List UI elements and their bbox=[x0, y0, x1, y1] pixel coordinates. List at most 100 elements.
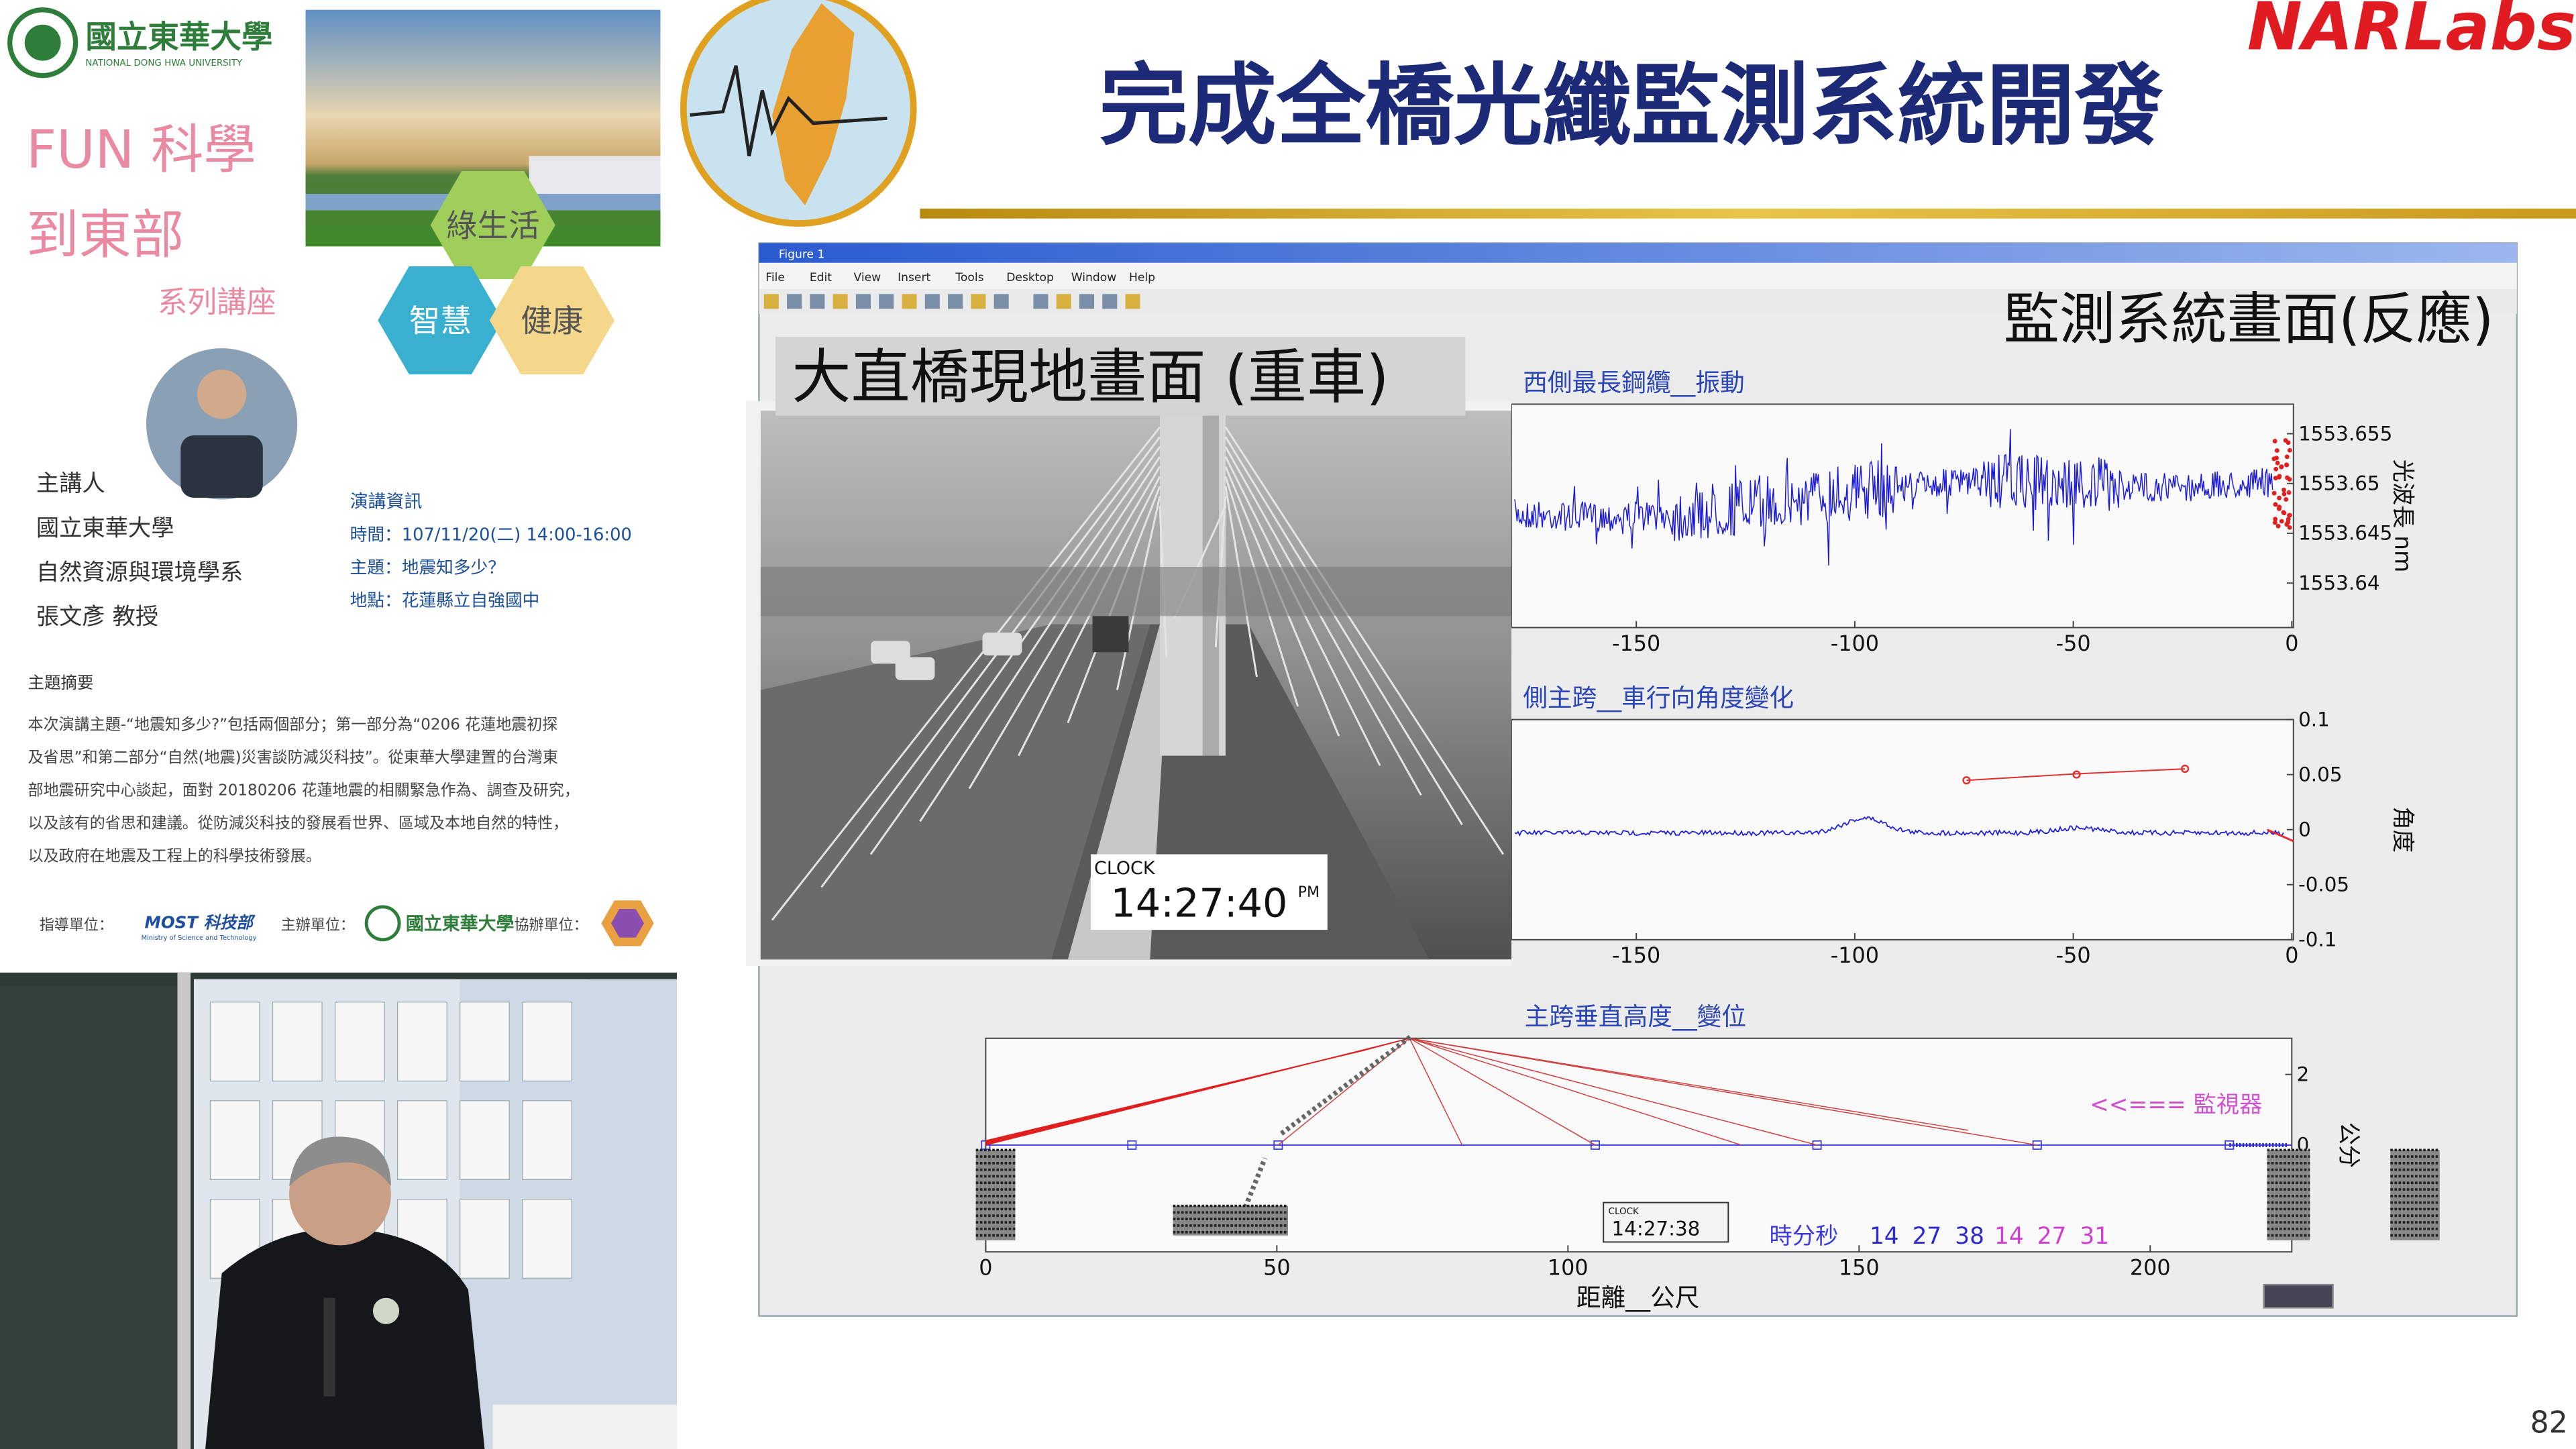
cable bbox=[1409, 1038, 2037, 1146]
deck-node bbox=[2032, 1140, 2042, 1150]
signal-marker bbox=[2273, 466, 2279, 472]
university-logo-inner bbox=[24, 24, 61, 61]
camera-clock-label: CLOCK bbox=[1094, 858, 1156, 879]
cable bbox=[1409, 1038, 1596, 1146]
series-title: FUN 科學 bbox=[26, 119, 256, 180]
y-tick-label: -0.1 bbox=[2298, 928, 2337, 951]
signal-marker bbox=[2272, 520, 2277, 525]
cable bbox=[1409, 1038, 1742, 1146]
plot-title: 側主跨__車行向角度變化 bbox=[1523, 684, 1794, 712]
poster-sheet bbox=[522, 1199, 572, 1279]
toolbar-icon bbox=[879, 294, 894, 309]
university-name-en: NATIONAL DONG HWA UNIVERSITY bbox=[85, 58, 243, 68]
deck-node bbox=[1590, 1140, 1600, 1150]
talk-info-line: 地點：花蓮縣立自強國中 bbox=[350, 591, 540, 611]
toolbar-icon bbox=[855, 294, 871, 309]
series-title: 到東部 bbox=[26, 205, 184, 266]
poster-sheet bbox=[460, 1002, 510, 1082]
stay-cable bbox=[968, 466, 1161, 790]
toolbar-icon bbox=[1079, 294, 1095, 309]
window-title: Figure 1 bbox=[779, 248, 825, 261]
talk-info-line: 主題：地震知多少？ bbox=[350, 558, 505, 578]
stay-cable bbox=[771, 426, 1161, 921]
speaker-line: 張文彥 教授 bbox=[36, 604, 158, 631]
plot-title: 主跨垂直高度__變位 bbox=[1525, 1002, 1746, 1031]
menu-item: Desktop bbox=[1006, 271, 1054, 284]
monitor-label: <<=== 監視器 bbox=[2090, 1091, 2262, 1118]
signal-marker bbox=[2287, 477, 2292, 482]
car bbox=[895, 657, 935, 680]
cable bbox=[1409, 1038, 1817, 1146]
slide-title: 完成全橋光纖監測系統開發 bbox=[1099, 54, 2163, 158]
y-tick-label: 2 bbox=[2297, 1063, 2310, 1085]
signal-marker bbox=[2281, 510, 2286, 515]
signal-marker bbox=[2271, 490, 2277, 496]
sponsor-name-en: Ministry of Science and Technology bbox=[142, 934, 257, 942]
caption-box bbox=[775, 337, 1466, 416]
x-tick-label: -100 bbox=[1831, 943, 1879, 968]
speaker-label: 主講人 bbox=[36, 470, 105, 497]
x-tick-label: -150 bbox=[1612, 631, 1660, 656]
poster-sheet bbox=[397, 1100, 447, 1180]
figure-button bbox=[2263, 1283, 2334, 1309]
abstract-line: 部地震研究中心談起，面對 20180206 花蓮地震的相關緊急作為、調查及研究， bbox=[28, 782, 580, 799]
clock-box bbox=[1091, 854, 1328, 930]
camera-clock-suffix: PM bbox=[1298, 884, 1320, 901]
signal-marker bbox=[2284, 497, 2289, 502]
signal-marker bbox=[1962, 776, 1971, 785]
signal-marker bbox=[2273, 476, 2278, 481]
x-axis-label: 距離__公尺 bbox=[1576, 1283, 1700, 1312]
speaker-portrait-body bbox=[180, 435, 263, 498]
time-label: 時分秒 bbox=[1770, 1223, 1839, 1250]
menu-item: Help bbox=[1129, 271, 1155, 284]
x-tick-label: 50 bbox=[1263, 1254, 1291, 1280]
speaker-portrait-head bbox=[197, 370, 247, 419]
menu-item: View bbox=[853, 271, 881, 284]
menu-item: Edit bbox=[810, 271, 832, 284]
sponsor-label: 指導單位： bbox=[40, 917, 113, 934]
x-tick-label: 150 bbox=[1839, 1254, 1880, 1280]
signal-marker bbox=[2273, 517, 2278, 522]
page-number: 82 bbox=[2530, 1406, 2568, 1440]
x-tick-label: 0 bbox=[2285, 631, 2298, 656]
toolbar-icon bbox=[994, 294, 1009, 309]
signal-marker bbox=[2276, 506, 2282, 511]
theme-hexagon bbox=[611, 909, 644, 938]
poster-sheet bbox=[522, 1002, 572, 1082]
theme-hexagon bbox=[378, 266, 503, 375]
deck-node bbox=[1273, 1140, 1283, 1150]
org-logo: NARLabs bbox=[2247, 0, 2576, 65]
signal-marker bbox=[2274, 455, 2279, 461]
poster-sheet bbox=[460, 1199, 510, 1279]
pylon-trace bbox=[1242, 1157, 1268, 1209]
toolbar-icon bbox=[971, 294, 986, 309]
y-axis-label: 公分 bbox=[2335, 1122, 2362, 1169]
signal-marker bbox=[2287, 447, 2292, 453]
y-tick-label: 0.1 bbox=[2298, 708, 2330, 731]
poster-sheet bbox=[272, 1002, 323, 1082]
sponsor-logo bbox=[364, 905, 401, 942]
signal-marker bbox=[2181, 764, 2190, 773]
menu-item: Insert bbox=[898, 271, 930, 284]
cable bbox=[985, 1049, 1366, 1142]
y-axis-label: 角度 bbox=[2390, 806, 2416, 853]
pylon-trace bbox=[1280, 1032, 1415, 1136]
toolbar-icon bbox=[833, 294, 848, 309]
monitor-caption: 監測系統畫面(反應) bbox=[2004, 286, 2494, 352]
y-tick-label: 1553.655 bbox=[2298, 422, 2392, 445]
toolbar-icon bbox=[1125, 294, 1140, 309]
clock-label: CLOCK bbox=[1609, 1207, 1640, 1217]
theme-hexagon bbox=[489, 266, 614, 375]
toolbar bbox=[759, 289, 2517, 314]
y-tick-label: -0.05 bbox=[2298, 873, 2349, 896]
series-subtitle: 系列講座 bbox=[158, 285, 276, 319]
toolbar-icon bbox=[1102, 294, 1118, 309]
city-skyline bbox=[760, 566, 1512, 616]
speaker-body bbox=[205, 1228, 485, 1449]
x-tick-label: -150 bbox=[1612, 943, 1660, 968]
camera-caption: 大直橋現地畫面 (重車) bbox=[792, 343, 1389, 412]
stay-cable bbox=[919, 456, 1161, 822]
poster-sheet bbox=[460, 1100, 510, 1180]
badge bbox=[372, 1297, 400, 1324]
signal-marker bbox=[2275, 523, 2281, 529]
